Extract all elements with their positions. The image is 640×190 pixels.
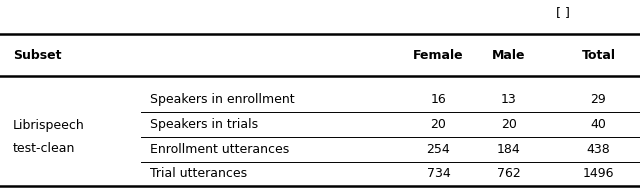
Text: 16: 16: [431, 93, 446, 106]
Text: 40: 40: [591, 118, 606, 131]
Text: 254: 254: [426, 143, 451, 156]
Text: 1496: 1496: [582, 167, 614, 180]
Text: Trial utterances: Trial utterances: [150, 167, 248, 180]
Text: test-clean: test-clean: [13, 142, 75, 155]
Text: 20: 20: [431, 118, 446, 131]
Text: 184: 184: [497, 143, 521, 156]
Text: Female: Female: [413, 49, 464, 62]
Text: 762: 762: [497, 167, 521, 180]
Text: Male: Male: [492, 49, 525, 62]
Text: Total: Total: [581, 49, 616, 62]
Text: 438: 438: [586, 143, 611, 156]
Text: [ ]: [ ]: [556, 6, 570, 19]
Text: Speakers in trials: Speakers in trials: [150, 118, 259, 131]
Text: Speakers in enrollment: Speakers in enrollment: [150, 93, 295, 106]
Text: Enrollment utterances: Enrollment utterances: [150, 143, 290, 156]
Text: Librispeech: Librispeech: [13, 119, 84, 132]
Text: 29: 29: [591, 93, 606, 106]
Text: 20: 20: [501, 118, 516, 131]
Text: Subset: Subset: [13, 49, 61, 62]
Text: 734: 734: [426, 167, 451, 180]
Text: 13: 13: [501, 93, 516, 106]
